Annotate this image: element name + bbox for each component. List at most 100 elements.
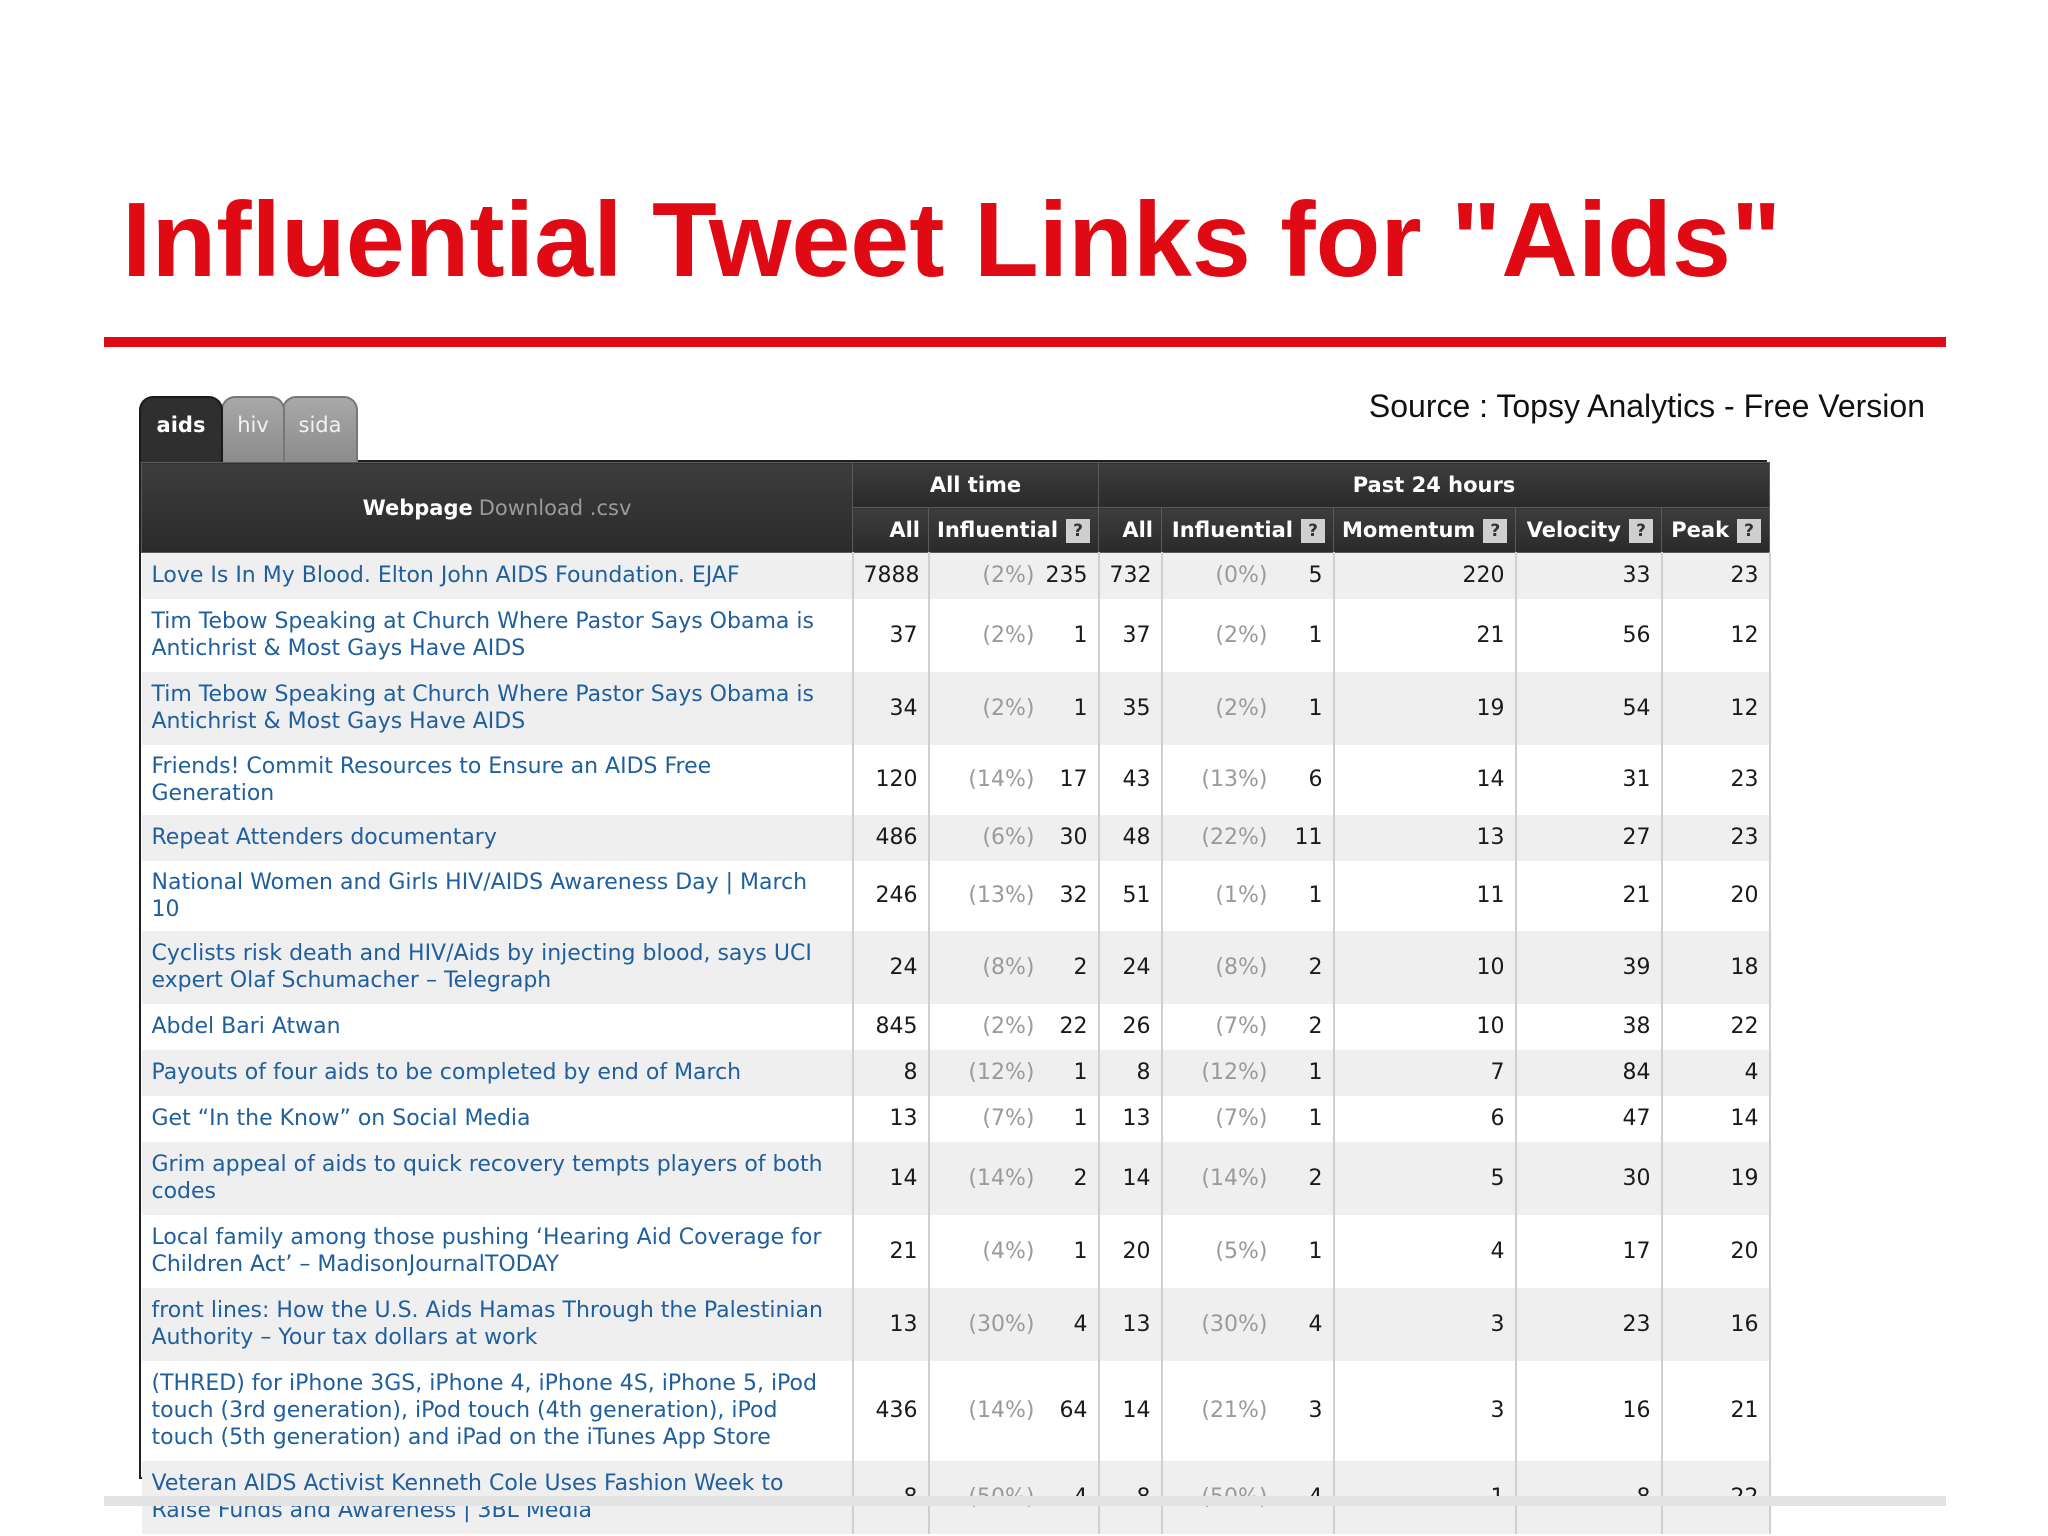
all-time-influential-pct-cell: (8%) [928,930,1035,1004]
past-all-cell: 35 [1098,671,1163,745]
all-time-all-cell: 845 [852,1003,930,1050]
help-icon[interactable]: ? [1301,518,1325,543]
bottom-divider [104,1496,1946,1506]
past-influential-cell: 2 [1267,930,1335,1004]
peak-cell: 18 [1661,930,1771,1004]
past-influential-header: Influential? [1161,507,1334,553]
tab-hiv[interactable]: hiv [221,396,285,462]
past-influential-cell: 1 [1267,860,1335,931]
velocity-cell: 38 [1515,1003,1663,1050]
all-time-all-cell: 34 [852,671,930,745]
peak-cell: 16 [1661,1287,1771,1361]
past-all-cell: 8 [1098,1049,1163,1096]
all-time-influential-pct-cell: (30%) [928,1287,1035,1361]
webpage-header: Webpage Download .csv [141,462,853,553]
all-time-all-cell: 21 [852,1214,930,1288]
webpage-link[interactable]: Tim Tebow Speaking at Church Where Pasto… [141,598,854,672]
help-icon[interactable]: ? [1629,518,1653,543]
table-row: Get “In the Know” on Social Media 13 (7%) 1… [141,1095,1771,1142]
peak-cell: 14 [1661,1095,1771,1142]
all-time-influential-header: Influential? [928,507,1099,553]
percent-label: (12%) [968,1060,1035,1085]
webpage-link[interactable]: Get “In the Know” on Social Media [141,1095,854,1142]
past-influential-cell: 11 [1267,814,1335,861]
momentum-cell: 10 [1333,930,1517,1004]
velocity-header: Velocity? [1515,507,1662,553]
velocity-cell: 30 [1515,1141,1663,1215]
webpage-link[interactable]: National Women and Girls HIV/AIDS Awaren… [141,860,854,931]
momentum-cell: 14 [1333,744,1517,815]
help-icon[interactable]: ? [1737,518,1762,543]
past-influential-pct-cell: (2%) [1161,671,1268,745]
slide-title: Influential Tweet Links for "Aids" [122,181,1782,299]
percent-label: (30%) [1201,1311,1268,1337]
webpage-link[interactable]: Abdel Bari Atwan [141,1003,854,1050]
past-influential-cell: 1 [1267,671,1335,745]
percent-label: (2%) [982,1014,1035,1039]
past-all-cell: 37 [1098,598,1163,672]
past-influential-pct-cell: (7%) [1161,1003,1268,1050]
velocity-cell: 21 [1515,860,1663,931]
peak-cell: 22 [1661,1003,1771,1050]
past-influential-cell: 1 [1267,1095,1335,1142]
all-time-header: All time [852,462,1099,508]
all-time-all-cell: 120 [852,744,930,815]
webpage-link[interactable]: front lines: How the U.S. Aids Hamas Thr… [141,1287,854,1361]
webpage-link[interactable]: Grim appeal of aids to quick recovery te… [141,1141,854,1215]
momentum-cell: 11 [1333,860,1517,931]
percent-label: (13%) [968,883,1035,908]
webpage-link[interactable]: Local family among those pushing ‘Hearin… [141,1214,854,1288]
past-influential-pct-cell: (0%) [1161,552,1268,599]
webpage-link[interactable]: Friends! Commit Resources to Ensure an A… [141,744,854,815]
table-row: Tim Tebow Speaking at Church Where Pasto… [141,671,1771,745]
past-influential-cell: 2 [1267,1141,1335,1215]
past-all-cell: 14 [1098,1360,1163,1461]
all-time-influential-pct-cell: (13%) [928,860,1035,931]
momentum-cell: 13 [1333,814,1517,861]
momentum-cell: 7 [1333,1049,1517,1096]
all-time-influential-cell: 1 [1034,1049,1100,1096]
download-csv-link[interactable]: Download .csv [478,495,632,520]
past-all-cell: 26 [1098,1003,1163,1050]
table-row: front lines: How the U.S. Aids Hamas Thr… [141,1287,1771,1361]
all-time-influential-pct-cell: (4%) [928,1214,1035,1288]
percent-label: (6%) [982,825,1035,850]
webpage-link[interactable]: Payouts of four aids to be completed by … [141,1049,854,1096]
help-icon[interactable]: ? [1066,518,1091,543]
peak-cell: 23 [1661,814,1771,861]
all-time-all-cell: 8 [852,1049,930,1096]
velocity-cell: 27 [1515,814,1663,861]
percent-label: (21%) [1201,1398,1268,1423]
all-time-influential-pct-cell: (14%) [928,1141,1035,1215]
all-time-all-cell: 24 [852,930,930,1004]
percent-label: (4%) [982,1238,1035,1264]
momentum-cell: 4 [1333,1214,1517,1288]
table-row: Friends! Commit Resources to Ensure an A… [141,744,1771,815]
all-time-influential-cell: 2 [1034,1141,1100,1215]
momentum-header: Momentum? [1333,507,1516,553]
past-influential-cell: 1 [1267,1214,1335,1288]
webpage-link[interactable]: Tim Tebow Speaking at Church Where Pasto… [141,671,854,745]
percent-label: (7%) [982,1106,1035,1131]
percent-label: (12%) [1201,1060,1268,1085]
past-influential-pct-cell: (7%) [1161,1095,1268,1142]
peak-cell: 20 [1661,860,1771,931]
past-influential-pct-cell: (22%) [1161,814,1268,861]
webpage-link[interactable]: Love Is In My Blood. Elton John AIDS Fou… [141,552,854,599]
momentum-cell: 19 [1333,671,1517,745]
past-all-cell: 20 [1098,1214,1163,1288]
webpage-link[interactable]: (THRED) for iPhone 3GS, iPhone 4, iPhone… [141,1360,854,1461]
percent-label: (8%) [982,954,1035,980]
past-influential-cell: 4 [1267,1287,1335,1361]
percent-label: (2%) [982,695,1035,721]
past-influential-cell: 6 [1267,744,1335,815]
peak-cell: 20 [1661,1214,1771,1288]
tab-aids[interactable]: aids [139,396,223,462]
percent-label: (14%) [968,767,1035,792]
webpage-link[interactable]: Cyclists risk death and HIV/Aids by inje… [141,930,854,1004]
tab-sida[interactable]: sida [282,396,358,462]
webpage-link[interactable]: Repeat Attenders documentary [141,814,854,861]
percent-label: (7%) [1215,1014,1268,1039]
help-icon[interactable]: ? [1483,518,1508,543]
